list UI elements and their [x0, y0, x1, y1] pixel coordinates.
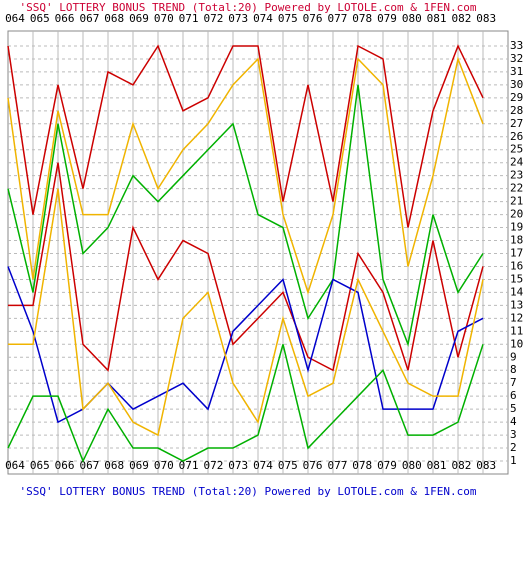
x-tick-label: 068 [104, 12, 124, 25]
y-tick-label: 5 [510, 402, 517, 415]
x-tick-label-bottom: 081 [427, 459, 447, 472]
x-tick-label: 074 [253, 12, 273, 25]
y-tick-label: 9 [510, 350, 517, 363]
x-tick-label-bottom: 066 [55, 459, 75, 472]
y-tick-label: 4 [510, 415, 517, 428]
y-tick-label: 24 [510, 156, 523, 169]
x-tick-label-bottom: 071 [179, 459, 199, 472]
series-line [8, 188, 484, 437]
series-line [7, 56, 484, 295]
y-tick-label: 6 [510, 389, 517, 402]
y-tick-label: 29 [510, 91, 523, 104]
x-tick-label-bottom: 073 [228, 459, 248, 472]
y-tick-label: 19 [510, 221, 523, 234]
x-tick-label-bottom: 067 [79, 459, 99, 472]
x-tick-label: 070 [154, 12, 174, 25]
y-tick-label: 14 [510, 285, 523, 298]
x-tick-label: 067 [79, 12, 99, 25]
x-tick-label-bottom: 083 [476, 459, 496, 472]
x-tick-label-bottom: 075 [278, 459, 298, 472]
x-tick-label-bottom: 074 [253, 459, 273, 472]
x-tick-label-bottom: 072 [203, 459, 223, 472]
y-tick-label: 28 [510, 104, 523, 117]
x-tick-label-bottom: 079 [377, 459, 397, 472]
x-tick-label-bottom: 069 [129, 459, 149, 472]
y-tick-label: 13 [510, 298, 523, 311]
x-tick-label: 064 [5, 12, 25, 25]
x-tick-label-bottom: 068 [104, 459, 124, 472]
y-tick-label: 18 [510, 234, 523, 247]
series-line [8, 162, 484, 372]
x-tick-label: 083 [476, 12, 496, 25]
x-tick-label: 069 [129, 12, 149, 25]
x-tick-label: 077 [327, 12, 347, 25]
y-tick-label: 3 [510, 428, 517, 441]
x-tick-label-bottom: 082 [451, 459, 471, 472]
y-tick-label: 26 [510, 130, 523, 143]
y-tick-label: 21 [510, 195, 523, 208]
chart-footer-title: 'SSQ' LOTTERY BONUS TREND (Total:20) Pow… [20, 485, 477, 498]
x-tick-label-bottom: 070 [154, 459, 174, 472]
x-tick-label: 065 [30, 12, 50, 25]
x-tick-label: 079 [377, 12, 397, 25]
y-tick-label: 32 [510, 52, 523, 65]
y-tick-label: 12 [510, 311, 523, 324]
x-tick-label-bottom: 078 [352, 459, 372, 472]
x-tick-label: 081 [427, 12, 447, 25]
y-tick-label: 25 [510, 143, 523, 156]
x-tick-label: 072 [203, 12, 223, 25]
x-tick-label-bottom: 076 [303, 459, 323, 472]
y-tick-label: 7 [510, 376, 517, 389]
series-line [7, 84, 484, 348]
y-tick-label: 20 [510, 208, 523, 221]
x-tick-label-bottom: 064 [5, 459, 25, 472]
x-tick-label-bottom: 077 [327, 459, 347, 472]
y-tick-label: 10 [510, 337, 523, 350]
y-tick-label: 2 [510, 441, 517, 454]
x-tick-label: 076 [303, 12, 323, 25]
x-tick-label: 078 [352, 12, 372, 25]
y-tick-label: 17 [510, 247, 523, 260]
x-tick-label: 066 [55, 12, 75, 25]
y-tick-label: 11 [510, 324, 523, 337]
y-tick-label: 23 [510, 169, 523, 182]
x-tick-label: 082 [451, 12, 471, 25]
y-tick-label: 16 [510, 259, 523, 272]
y-tick-label: 31 [510, 65, 523, 78]
y-tick-label: 33 [510, 39, 523, 52]
series-line [7, 344, 484, 463]
x-tick-label: 071 [179, 12, 199, 25]
y-tick-label: 22 [510, 182, 523, 195]
x-tick-label: 080 [402, 12, 422, 25]
y-tick-label: 1 [510, 454, 517, 467]
x-tick-label: 075 [278, 12, 298, 25]
chart-title: 'SSQ' LOTTERY BONUS TREND (Total:20) Pow… [20, 1, 477, 14]
x-tick-label: 073 [228, 12, 248, 25]
y-tick-label: 8 [510, 363, 517, 376]
y-tick-label: 15 [510, 272, 523, 285]
x-tick-label-bottom: 080 [402, 459, 422, 472]
y-tick-label: 27 [510, 117, 523, 130]
y-tick-label: 30 [510, 78, 523, 91]
series-line [7, 44, 484, 228]
x-tick-label-bottom: 065 [30, 459, 50, 472]
